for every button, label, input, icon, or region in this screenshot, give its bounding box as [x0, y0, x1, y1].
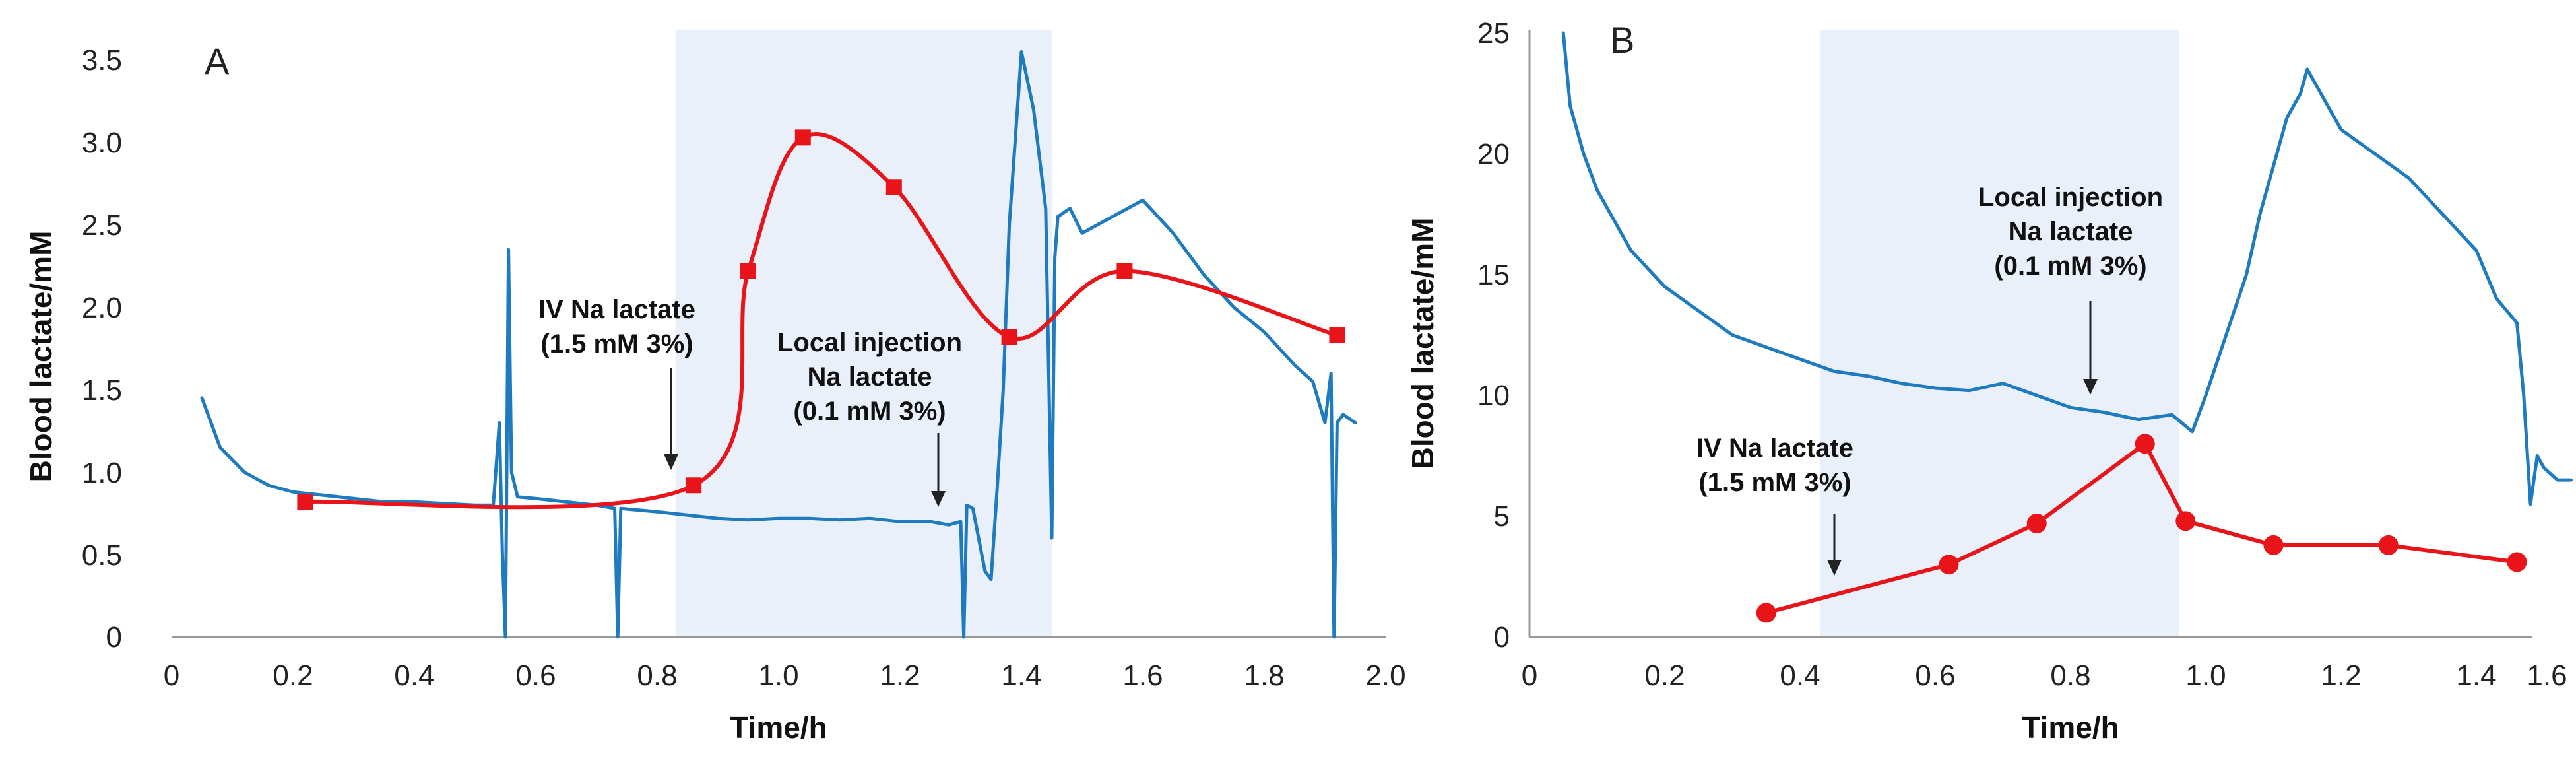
panel-a-x-ticks: 0 0.2 0.4 0.6 0.8 1.0 1.2 1.4 1.6 1.8 2.… — [164, 659, 1406, 692]
annotation-arrowhead — [931, 491, 946, 507]
sensor-trace-line — [1561, 31, 2573, 506]
blood-sample-point — [297, 494, 313, 510]
blood-sample-point — [794, 129, 811, 146]
y-tick-label: 0.5 — [82, 539, 122, 572]
panel-b-x-ticks: 0 0.2 0.4 0.6 0.8 1.0 1.2 1.4 1.6 — [1522, 659, 2567, 692]
x-tick-label: 0.4 — [1780, 659, 1820, 692]
x-tick-label: 1.4 — [2456, 659, 2496, 692]
y-tick-label: 10 — [1477, 380, 1510, 412]
blood-sample-point — [1001, 329, 1017, 345]
panel-b-y-axis-title: Blood lactate/mM — [1405, 218, 1440, 469]
blood-sample-point — [686, 477, 702, 494]
panel-a-y-ticks: 0 0.5 1.0 1.5 2.0 2.5 3.0 3.5 — [82, 44, 122, 654]
annotation-line: (1.5 mM 3%) — [1698, 468, 1851, 497]
blood-sample-line — [303, 132, 1339, 510]
annotation-arrowhead — [1827, 560, 1842, 576]
panel-a-series — [200, 50, 1357, 639]
blood-sample-point — [2175, 511, 2196, 531]
shaded-region — [1820, 30, 2179, 637]
y-tick-label: 5 — [1494, 500, 1510, 533]
annotation-line: (0.1 mM 3%) — [793, 397, 946, 426]
annotation-line: (0.1 mM 3%) — [1994, 252, 2146, 281]
x-tick-label: 1.4 — [1001, 659, 1041, 692]
x-tick-label: 0.8 — [637, 659, 677, 692]
x-tick-label: 0 — [164, 659, 179, 692]
blood-sample-line — [1764, 442, 2519, 615]
annotation-line: Na lactate — [808, 362, 932, 391]
x-tick-label: 2.0 — [1365, 659, 1405, 692]
y-tick-label: 2.0 — [82, 292, 122, 324]
panel-b-axes — [1528, 30, 2532, 638]
y-tick-label: 25 — [1477, 17, 1510, 50]
panel-b-shaded-region — [1820, 30, 2179, 637]
y-tick-label: 1.0 — [82, 457, 122, 489]
x-tick-label: 0.2 — [1644, 659, 1685, 692]
blood-sample-point — [740, 263, 756, 279]
panel-b-annotation-local: Local injection Na lactate (0.1 mM 3%) — [1978, 183, 2163, 395]
annotation-arrowhead — [2083, 379, 2098, 395]
blood-sample-point — [2378, 535, 2399, 555]
y-tick-label: 0 — [106, 621, 122, 654]
panel-b-label: B — [1610, 19, 1634, 61]
panel-a-annotation-iv: IV Na lactate (1.5 mM 3%) — [538, 295, 695, 470]
blood-sample-point — [2507, 552, 2527, 572]
x-tick-label: 0 — [1522, 659, 1537, 692]
blood-sample-point — [886, 179, 902, 195]
x-tick-label: 1.6 — [2527, 659, 2567, 692]
blood-sample-point — [2135, 434, 2155, 454]
panel-a-shaded-region — [675, 30, 1052, 637]
blood-sample-point — [1329, 327, 1345, 344]
y-tick-label: 0 — [1494, 621, 1510, 654]
x-tick-label: 0.4 — [394, 659, 434, 692]
annotation-line: Na lactate — [2009, 217, 2133, 246]
panel-b: 0 5 10 15 20 25 0 0.2 0.4 0.6 0.8 1.0 1.… — [1405, 17, 2573, 745]
x-tick-label: 1.0 — [2185, 659, 2226, 692]
annotation-line: Local injection — [1978, 183, 2163, 212]
panel-a-y-axis-title: Blood lactate/mM — [24, 231, 58, 483]
y-tick-label: 15 — [1477, 259, 1510, 291]
x-tick-label: 1.8 — [1244, 659, 1284, 692]
x-tick-label: 1.0 — [758, 659, 798, 692]
x-tick-label: 0.6 — [1915, 659, 1955, 692]
y-tick-label: 20 — [1477, 138, 1510, 170]
y-tick-label: 1.5 — [82, 374, 122, 407]
panel-b-markers — [1756, 434, 2527, 623]
x-tick-label: 1.2 — [880, 659, 920, 692]
annotation-line: Local injection — [777, 328, 962, 357]
blood-sample-point — [1116, 263, 1133, 279]
annotation-line: IV Na lactate — [1696, 434, 1853, 463]
panel-a: 0 0.5 1.0 1.5 2.0 2.5 3.0 3.5 0 0.2 0.4 … — [24, 30, 1406, 745]
x-tick-label: 1.2 — [2321, 659, 2361, 692]
x-tick-label: 1.6 — [1122, 659, 1163, 692]
annotation-line: IV Na lactate — [538, 295, 695, 324]
blood-sample-point — [2026, 513, 2047, 533]
y-tick-label: 2.5 — [82, 209, 122, 242]
panel-b-x-axis-title: Time/h — [2022, 710, 2119, 745]
panel-b-series — [1561, 31, 2573, 615]
blood-sample-point — [1939, 555, 1959, 575]
blood-sample-point — [2263, 535, 2284, 555]
annotation-arrowhead — [664, 454, 678, 470]
y-tick-label: 3.0 — [82, 127, 122, 159]
annotation-line: (1.5 mM 3%) — [540, 329, 693, 358]
blood-sample-point — [1756, 603, 1776, 623]
x-tick-label: 0.2 — [273, 659, 313, 692]
x-tick-label: 0.8 — [2050, 659, 2090, 692]
panel-a-x-axis-title: Time/h — [730, 710, 827, 745]
panel-a-annotation-local: Local injection Na lactate (0.1 mM 3%) — [777, 328, 962, 507]
panel-a-label: A — [205, 40, 230, 82]
panel-a-markers — [297, 129, 1345, 510]
shaded-region — [675, 30, 1052, 637]
panel-b-y-ticks: 0 5 10 15 20 25 — [1477, 17, 1510, 654]
panel-b-annotation-iv: IV Na lactate (1.5 mM 3%) — [1696, 434, 1853, 576]
y-tick-label: 3.5 — [82, 44, 122, 77]
x-tick-label: 0.6 — [515, 659, 556, 692]
